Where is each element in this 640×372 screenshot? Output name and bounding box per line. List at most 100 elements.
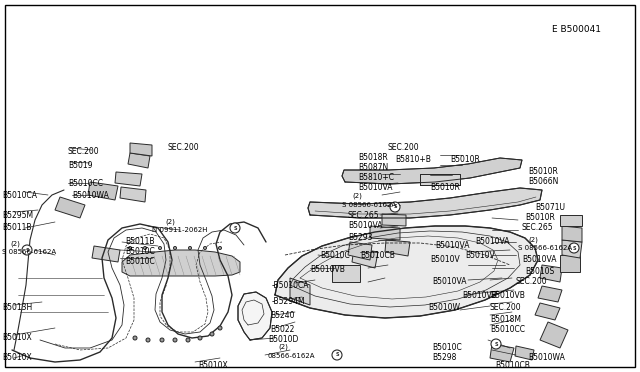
Text: S 08566-6162A: S 08566-6162A (2, 249, 56, 255)
Polygon shape (562, 226, 582, 242)
Circle shape (173, 338, 177, 342)
Text: SEC.265: SEC.265 (348, 211, 380, 219)
Text: B5010S: B5010S (525, 267, 554, 276)
Text: B5010VA: B5010VA (435, 241, 470, 250)
Text: B5010R: B5010R (528, 167, 558, 176)
Circle shape (160, 338, 164, 342)
Polygon shape (120, 187, 146, 202)
Circle shape (159, 247, 161, 250)
Text: SEC.200: SEC.200 (68, 148, 100, 157)
Circle shape (569, 243, 579, 253)
Text: -B5010CA: -B5010CA (272, 280, 310, 289)
Polygon shape (348, 242, 372, 260)
Polygon shape (275, 226, 538, 318)
Polygon shape (370, 226, 400, 240)
Text: (2): (2) (528, 237, 538, 243)
Circle shape (189, 247, 191, 250)
Text: (2): (2) (10, 241, 20, 247)
Circle shape (218, 326, 222, 330)
Polygon shape (308, 188, 542, 218)
Polygon shape (238, 292, 272, 340)
Circle shape (230, 223, 240, 233)
Circle shape (129, 247, 131, 250)
Circle shape (204, 247, 207, 250)
Text: B5010VB: B5010VB (490, 291, 525, 299)
Text: B5010X: B5010X (2, 353, 32, 362)
Text: SEC.200: SEC.200 (515, 278, 547, 286)
Text: B5010C: B5010C (320, 250, 349, 260)
Polygon shape (332, 265, 360, 282)
Text: B5010VA: B5010VA (522, 256, 557, 264)
Circle shape (218, 247, 221, 250)
Text: (2): (2) (165, 219, 175, 225)
Polygon shape (540, 322, 568, 348)
Text: B5010VA: B5010VA (358, 183, 392, 192)
Text: B5010C: B5010C (125, 257, 155, 266)
Text: S 08566-6162A: S 08566-6162A (342, 202, 396, 208)
Polygon shape (540, 265, 562, 282)
Polygon shape (385, 240, 410, 256)
Text: B5010WA: B5010WA (528, 353, 565, 362)
Text: SEC.265: SEC.265 (522, 224, 554, 232)
Polygon shape (560, 215, 582, 226)
Text: B5810+B: B5810+B (395, 155, 431, 164)
Circle shape (186, 338, 190, 342)
Polygon shape (490, 344, 514, 362)
Text: B5010V: B5010V (465, 251, 495, 260)
Text: B5018R: B5018R (358, 154, 388, 163)
Text: B5010X: B5010X (198, 360, 228, 369)
Text: B5010CA: B5010CA (2, 190, 37, 199)
Circle shape (173, 247, 177, 250)
Text: B5087N: B5087N (358, 164, 388, 173)
Text: B5071U: B5071U (535, 203, 565, 212)
Text: B5293: B5293 (348, 234, 372, 243)
Polygon shape (122, 250, 240, 276)
Text: B5810+C: B5810+C (358, 173, 394, 183)
Text: B5011B: B5011B (125, 237, 154, 247)
Text: B5010WA: B5010WA (72, 190, 109, 199)
Circle shape (198, 336, 202, 340)
Text: SEC.200: SEC.200 (388, 144, 420, 153)
Text: B5010C: B5010C (125, 247, 155, 257)
Text: S: S (233, 225, 237, 231)
Text: B5018M: B5018M (490, 315, 521, 324)
Text: S: S (572, 246, 576, 250)
Text: B5295M: B5295M (2, 211, 33, 219)
Text: B5010VB: B5010VB (462, 291, 497, 299)
Text: B5010VA: B5010VA (475, 237, 509, 247)
Circle shape (210, 332, 214, 336)
Circle shape (146, 338, 150, 342)
Text: B5010V: B5010V (430, 256, 460, 264)
Polygon shape (342, 158, 522, 184)
Text: S 08566-6162A: S 08566-6162A (518, 245, 572, 251)
Polygon shape (538, 286, 562, 302)
Text: B5010VA: B5010VA (348, 221, 383, 231)
Text: N 09911-2062H: N 09911-2062H (152, 227, 207, 233)
Polygon shape (535, 303, 560, 320)
Text: (2): (2) (278, 344, 288, 350)
Circle shape (22, 245, 32, 255)
Text: E B500041: E B500041 (552, 26, 601, 35)
Text: B5010X: B5010X (2, 334, 32, 343)
Text: S: S (25, 247, 29, 253)
Text: SEC.200: SEC.200 (490, 304, 522, 312)
Text: S: S (393, 205, 397, 209)
Polygon shape (88, 182, 118, 200)
Text: B5010R: B5010R (430, 183, 460, 192)
Polygon shape (115, 172, 142, 186)
Polygon shape (92, 246, 120, 262)
Polygon shape (515, 346, 534, 360)
Text: B5010R: B5010R (525, 214, 555, 222)
Text: B5013H: B5013H (2, 304, 32, 312)
Polygon shape (130, 143, 152, 156)
Text: B5010C: B5010C (432, 343, 461, 353)
Text: B5019: B5019 (68, 160, 93, 170)
Polygon shape (55, 197, 85, 218)
Circle shape (491, 339, 501, 349)
Text: B5010W: B5010W (428, 304, 460, 312)
Text: SEC.200: SEC.200 (168, 144, 200, 153)
Text: -B5294M: -B5294M (272, 298, 306, 307)
Polygon shape (562, 240, 582, 258)
Text: B5010CC: B5010CC (490, 326, 525, 334)
Polygon shape (382, 214, 406, 226)
